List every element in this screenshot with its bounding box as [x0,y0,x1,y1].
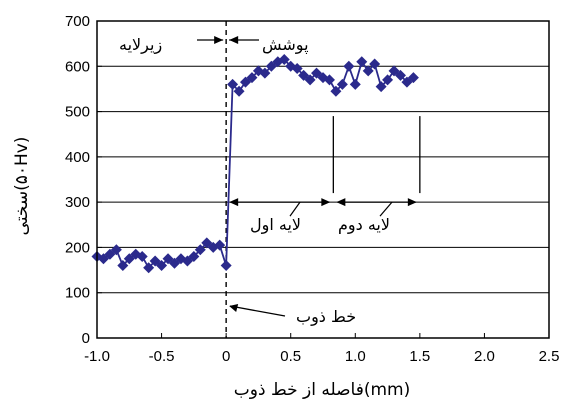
data-point [394,69,406,81]
y-tick-label: 600 [65,58,90,75]
data-point [136,250,148,262]
layer2-label: لایه دوم [338,215,390,235]
x-tick-label: -1.0 [84,348,110,365]
data-point [214,239,226,251]
data-point [291,63,303,75]
data-point [227,78,239,90]
y-tick-label: 700 [65,13,90,30]
annotation-arrows [197,36,417,317]
plot-frame [96,20,550,339]
axes [96,20,550,339]
layer2-leader [379,201,393,217]
data-point [330,85,342,97]
data-point [110,244,122,256]
data-point [336,78,348,90]
data-point [375,81,387,93]
data-point [259,67,271,79]
data-point [194,244,206,256]
data-point [304,74,316,86]
fusion-line-arrow [230,305,286,317]
fusion-line-label: خط ذوب [296,307,356,327]
y-tick-label: 300 [65,194,90,211]
data-point [220,260,232,272]
vertical-marker-lines [225,21,421,338]
data-point [356,56,368,68]
coating-label: پوشش [262,35,309,55]
x-tick-label: 0.5 [280,348,301,365]
y-tick-label: 500 [65,104,90,121]
fusion-line-arrowhead [229,304,239,312]
layer1-arrowhead-left [229,198,239,207]
y-tick-label: 400 [65,149,90,166]
data-point [323,74,335,86]
data-point [143,262,155,274]
data-point [407,72,419,84]
data-series [91,53,419,274]
x-tick-label: -0.5 [149,348,175,365]
x-tick-labels: -1.0 -0.5 0 0.5 1.0 1.5 2.0 2.5 [84,348,559,365]
layer1-arrowhead-right [321,198,331,207]
y-tick-label: 0 [82,330,90,347]
y-tick-label: 200 [65,239,90,256]
data-point [369,58,381,70]
x-tick-label: 1.5 [409,348,430,365]
data-point [117,260,129,272]
y-axis-title: سختی(۵۰Hv) [12,137,32,236]
y-tick-label: 100 [65,285,90,302]
layer2-arrowhead-left [336,198,346,207]
layer1-label: لایه اول [250,215,301,235]
x-tick-label: 2.5 [539,348,560,365]
x-tick-label: 2.0 [474,348,495,365]
data-point [246,72,258,84]
series-line [96,58,414,270]
x-tick-label: 0 [222,348,230,365]
data-point [382,74,394,86]
data-point [156,260,168,272]
data-point [278,53,290,65]
x-axis-title: فاصله از خط ذوب(mm) [234,380,410,400]
data-point [343,60,355,72]
data-point [349,78,361,90]
data-point [362,65,374,77]
x-tick-label: 1.0 [345,348,366,365]
data-point [233,85,245,97]
coating-arrowhead [229,36,239,44]
layer1-leader [289,201,301,217]
layer2-arrowhead-right [407,198,417,207]
y-tick-labels: 0 100 200 300 400 500 600 700 [65,13,90,347]
substrate-arrowhead [214,36,224,44]
data-point [188,250,200,262]
substrate-label: زیرلایه [119,35,162,55]
